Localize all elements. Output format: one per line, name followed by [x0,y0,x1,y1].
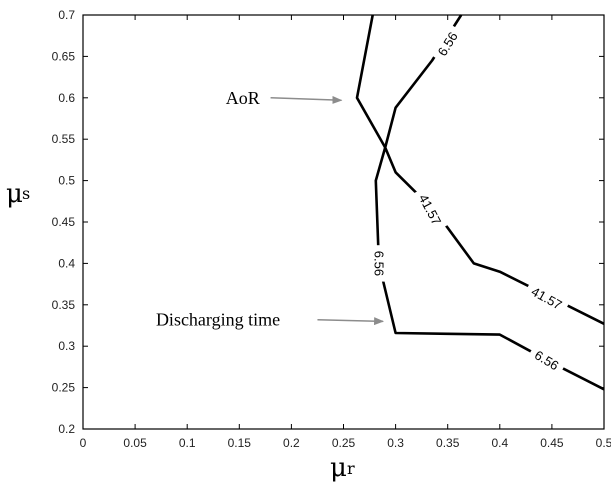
y-axis-label: μ s [6,179,30,209]
contour-label-background [411,185,449,234]
contour-value-label: 41.57 [411,185,449,234]
contour-label-text: 6.56 [371,251,386,276]
x-axis-label-symbol: μ [330,453,347,483]
y-tick-label: 0.25 [52,381,76,395]
y-axis-label-subscript: s [22,184,30,203]
annotation-arrow [317,317,385,326]
annotation-label: Discharging time [156,310,280,330]
y-tick-label: 0.3 [58,339,75,353]
y-tick-label: 0.7 [58,8,75,22]
y-tick-label: 0.4 [58,256,75,270]
x-axis-label: μ r [330,453,355,483]
y-axis-label-symbol: μ [6,179,23,209]
y-tick-label: 0.6 [58,91,75,105]
y-tick-label: 0.55 [52,132,76,146]
x-tick-label: 0.15 [228,436,252,450]
x-tick-label: 0.25 [332,436,356,450]
x-tick-label: 0.05 [123,436,147,450]
y-tick-label: 0.2 [58,422,75,436]
contour-label-background [526,343,567,378]
x-tick-label: 0.4 [491,436,508,450]
y-tick-label: 0.65 [52,49,76,63]
contour-value-label: 6.56 [369,245,388,282]
plot-area [82,14,605,430]
x-tick-label: 0.3 [387,436,404,450]
y-tick-label: 0.35 [52,298,76,312]
annotation-arrow [270,95,343,104]
x-axis-label-subscript: r [347,459,355,478]
annotation-label: AoR [226,88,260,108]
x-tick-label: 0.2 [283,436,300,450]
contour-label-background [523,279,571,317]
x-tick-label: 0.1 [179,436,196,450]
y-tick-label: 0.45 [52,215,76,229]
x-tick-label: 0.45 [540,436,564,450]
annotation-layer: AoR Discharging time [156,88,385,330]
x-axis-ticks: 0 0.05 0.1 0.15 0.2 0.25 0.3 0.35 0.4 0.45 0.5 [80,15,611,450]
y-tick-label: 0.5 [58,174,75,188]
x-tick-label: 0 [80,436,87,450]
contour-value-label: 41.57 [523,279,571,317]
x-tick-label: 0.35 [436,436,460,450]
contour-label-background [430,23,465,65]
y-axis-ticks: 0.2 0.25 0.3 0.35 0.4 0.45 0.5 0.55 0.6 0.65 0.7 [52,8,604,436]
x-tick-label: 0.5 [596,436,611,450]
contour-label-background [369,245,388,282]
